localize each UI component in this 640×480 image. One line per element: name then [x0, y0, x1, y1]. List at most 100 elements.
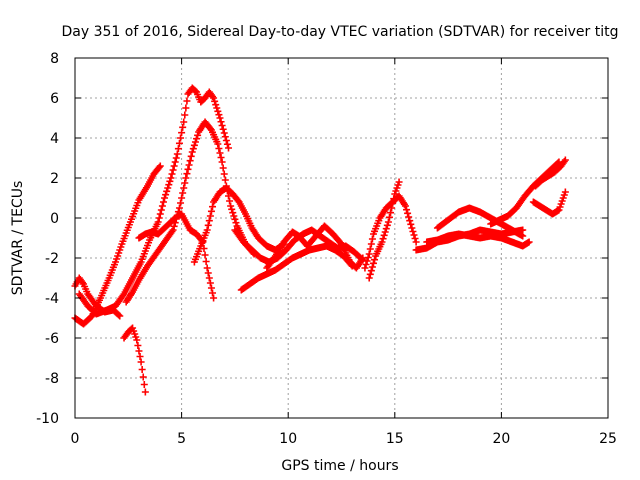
data-series-arc-6	[135, 210, 218, 302]
data-series-arc-15	[433, 204, 527, 240]
y-tick-label: -8	[45, 371, 59, 387]
data-point	[410, 231, 418, 239]
data-point	[226, 197, 234, 205]
data-point	[156, 210, 164, 218]
data-point	[388, 204, 396, 212]
data-point	[217, 118, 225, 126]
data-point	[155, 214, 163, 222]
data-point	[231, 215, 239, 223]
data-point	[367, 240, 375, 248]
data-point	[78, 279, 86, 286]
data-point	[190, 141, 198, 149]
data-point	[164, 184, 172, 192]
data-point	[387, 209, 395, 217]
data-point	[139, 373, 147, 381]
data-point	[366, 245, 374, 253]
data-point	[561, 188, 569, 196]
data-point	[178, 129, 186, 137]
data-point	[379, 235, 387, 243]
data-point	[214, 107, 222, 115]
data-point	[182, 174, 190, 182]
data-point	[405, 213, 413, 221]
data-point	[361, 264, 369, 272]
data-point	[227, 202, 235, 210]
data-point	[561, 156, 569, 164]
data-point	[221, 176, 229, 184]
data-point	[168, 228, 176, 235]
data-point	[185, 161, 193, 169]
data-point	[159, 198, 167, 206]
data-point	[137, 358, 145, 366]
x-tick-label: 25	[599, 431, 617, 447]
data-point	[368, 263, 376, 271]
data-point	[407, 220, 415, 228]
data-point	[191, 138, 199, 146]
data-point	[385, 213, 393, 221]
data-point	[366, 270, 374, 278]
data-point	[183, 97, 191, 105]
data-point	[403, 206, 411, 214]
data-point	[204, 269, 212, 277]
data-point	[230, 212, 238, 220]
data-point	[216, 149, 224, 157]
data-point	[205, 274, 213, 282]
data-series-arc-4	[120, 324, 149, 396]
data-point	[136, 353, 144, 360]
data-point	[163, 187, 171, 195]
y-tick-label: 8	[50, 51, 59, 67]
data-point	[367, 267, 375, 275]
data-point	[204, 221, 212, 229]
data-point	[170, 222, 178, 230]
data-point	[412, 238, 420, 246]
data-point	[165, 181, 173, 189]
data-point	[378, 238, 386, 246]
y-tick-label: 0	[50, 211, 59, 227]
data-point	[202, 258, 210, 265]
data-point	[220, 170, 228, 178]
data-point	[206, 212, 214, 220]
data-point	[232, 219, 240, 227]
data-point	[383, 221, 391, 229]
x-axis-label: GPS time / hours	[281, 458, 398, 474]
data-point	[228, 205, 236, 213]
y-tick-label: 2	[50, 171, 59, 187]
data-point	[155, 163, 163, 171]
data-point	[206, 279, 214, 287]
data-point	[406, 217, 414, 225]
x-tick-label: 0	[71, 431, 80, 447]
data-point	[363, 257, 371, 265]
data-point	[179, 189, 187, 197]
data-point	[519, 232, 527, 240]
data-point	[215, 145, 223, 152]
data-point	[167, 174, 175, 182]
data-point	[221, 133, 229, 141]
data-point	[180, 184, 188, 192]
data-point	[209, 93, 217, 100]
chart-title: Day 351 of 2016, Sidereal Day-to-day VTE…	[62, 24, 619, 40]
data-point	[395, 178, 403, 186]
data-point	[174, 145, 182, 153]
data-point	[213, 104, 221, 112]
data-point	[156, 162, 164, 170]
data-point	[369, 259, 377, 267]
data-point	[206, 125, 214, 133]
data-point	[184, 165, 192, 173]
data-point	[161, 194, 169, 202]
data-point	[154, 218, 162, 226]
data-point	[134, 342, 142, 349]
data-point	[229, 209, 237, 217]
data-point	[203, 226, 211, 234]
data-point	[183, 170, 191, 178]
x-tick-label: 20	[492, 431, 510, 447]
data-series-arc-2	[71, 162, 164, 328]
data-point	[219, 164, 227, 172]
y-axis-label: SDTVAR / TECUs	[10, 181, 26, 296]
data-series-arc-12	[365, 178, 403, 282]
data-point	[162, 191, 170, 199]
x-tick-label: 10	[279, 431, 297, 447]
data-point	[207, 284, 215, 292]
data-point	[115, 311, 123, 319]
y-tick-label: -2	[45, 251, 59, 267]
